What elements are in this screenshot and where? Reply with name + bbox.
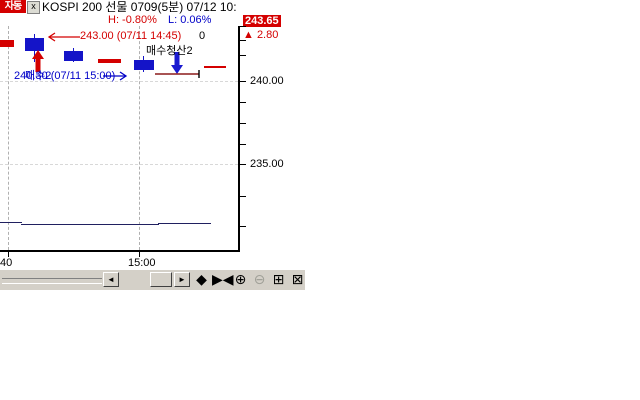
close-box-icon[interactable]: ⊠: [291, 271, 304, 287]
extra-zero-label: 0: [199, 30, 206, 42]
y-axis-label: 240.00: [250, 75, 284, 87]
y-axis: 240.00 235.00: [240, 26, 305, 252]
close-icon[interactable]: x: [27, 1, 40, 14]
expand-range-icon[interactable]: ◆: [196, 271, 207, 287]
zoom-in-icon[interactable]: ⊕: [234, 271, 247, 287]
grid-line-vertical: [139, 26, 140, 250]
candle-body: [25, 38, 44, 51]
y-axis-tick: [240, 226, 246, 227]
x-axis-label: :40: [0, 257, 13, 269]
y-axis-tick: [240, 40, 246, 41]
y-axis-tick: [240, 144, 246, 145]
price-change-label: ▲ 2.80: [243, 29, 279, 41]
y-axis-tick: [240, 55, 246, 56]
grid-toggle-icon[interactable]: ⊞: [272, 271, 285, 287]
sell-arrow-down-icon: [171, 52, 183, 74]
y-axis-tick: [240, 102, 246, 103]
scroll-left-icon: ◄: [107, 275, 115, 284]
page-title: KOSPI 200 선물 0709(5분) 07/12 10:: [42, 0, 237, 14]
candle-body: [204, 66, 226, 68]
scroll-left-button[interactable]: ◄: [103, 272, 119, 287]
low-percent-label: L: 0.06%: [167, 14, 212, 26]
sell-price-annotation: 243.00 (07/11 14:45): [80, 30, 182, 42]
candle-body: [0, 40, 14, 47]
zoom-out-icon[interactable]: ⊖: [253, 271, 266, 287]
y-axis-tick: [240, 26, 246, 27]
chart-window: 자동 x KOSPI 200 선물 0709(5분) 07/12 10: H: …: [0, 0, 305, 292]
grid-line-horizontal: [0, 164, 238, 165]
last-price-badge: 243.65: [243, 15, 281, 27]
buy-signal-label: 매수2: [25, 70, 52, 82]
scroll-right-icon: ►: [178, 275, 186, 284]
x-axis-tick: [8, 252, 9, 257]
high-low-row: H: -0.80% L: 0.06%: [108, 14, 211, 27]
y-axis-label: 235.00: [250, 158, 284, 170]
collapse-range-icon[interactable]: ▶◀: [212, 271, 234, 287]
x-axis-tick: [139, 252, 140, 257]
candle-body: [64, 51, 83, 61]
sell-entry-line-icon: [155, 70, 200, 78]
x-axis-label: 15:00: [128, 257, 156, 269]
high-percent-label: H: -0.80%: [108, 14, 157, 26]
y-axis-tick: [240, 164, 246, 165]
indicator-line-segment: [158, 223, 211, 224]
horizontal-scroll-track[interactable]: [2, 278, 102, 284]
chart-plot-area[interactable]: 243.00 (07/11 14:45) 0 240.30 (07/11 15:…: [0, 26, 240, 252]
scroll-spacer-button[interactable]: [150, 272, 172, 287]
grid-line-horizontal: [0, 81, 238, 82]
price-pointer-left-icon: [47, 32, 80, 42]
buy-arrow-up-icon: [32, 50, 44, 72]
sell-signal-label: 매수청산2: [146, 45, 193, 57]
candle-body: [98, 59, 121, 63]
grid-line-vertical: [8, 26, 9, 250]
y-axis-tick: [240, 81, 246, 82]
y-axis-tick: [240, 196, 246, 197]
auto-mode-badge[interactable]: 자동: [0, 0, 26, 13]
buy-price-annotation: 240.30 (07/11 15:00): [14, 70, 116, 82]
indicator-line-segment: [21, 224, 159, 225]
x-axis: :40 15:00: [0, 252, 240, 270]
scroll-right-button[interactable]: ►: [174, 272, 190, 287]
y-axis-tick: [240, 123, 246, 124]
indicator-line-segment: [0, 222, 22, 223]
bottom-toolbar: ◄ ► ◆ ▶◀ ⊕ ⊖ ⊞ ⊠: [0, 270, 305, 290]
price-pointer-right-icon: [103, 71, 128, 81]
window-titlebar: 자동 x KOSPI 200 선물 0709(5분) 07/12 10:: [0, 0, 305, 14]
candle-body: [134, 60, 154, 70]
